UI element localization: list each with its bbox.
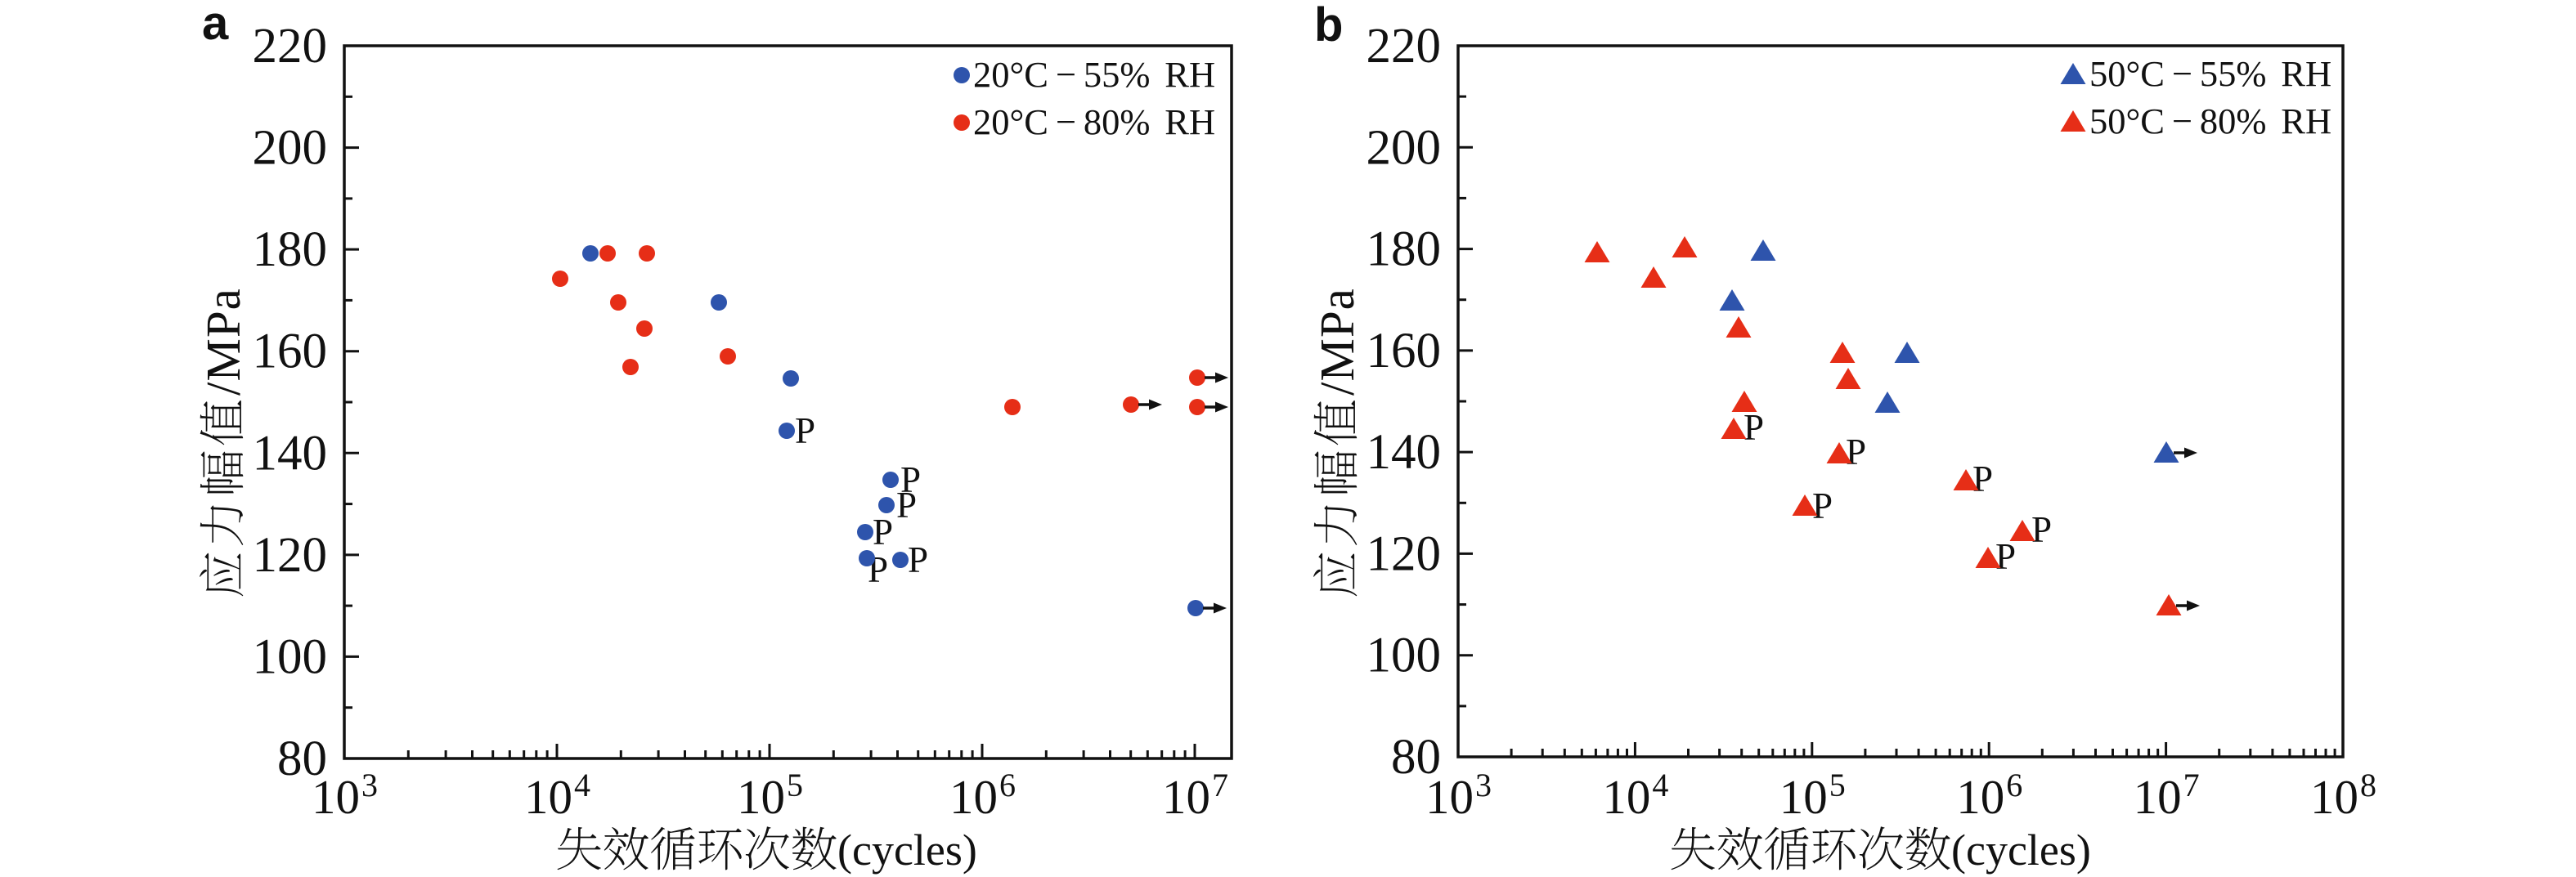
svg-text:220: 220 [1367,19,1442,74]
svg-text:100: 100 [1367,629,1442,683]
svg-text:/MPa: /MPa [1310,288,1364,396]
svg-text:180: 180 [253,222,328,277]
svg-text:220: 220 [253,19,328,74]
svg-text:P: P [1846,432,1866,472]
svg-text:200: 200 [253,121,328,176]
svg-text:10: 10 [2134,770,2182,824]
svg-text:50°C − 55% RH: 50°C − 55% RH [2089,53,2331,94]
svg-text:(cycles): (cycles) [837,826,977,875]
svg-text:4: 4 [1652,767,1668,803]
svg-text:80: 80 [277,732,327,786]
svg-text:P: P [908,539,928,580]
svg-text:10: 10 [524,770,572,824]
svg-text:P: P [900,459,921,500]
svg-text:4: 4 [574,767,590,803]
svg-text:160: 160 [1367,324,1442,378]
svg-text:10: 10 [737,770,785,824]
svg-text:20°C − 80% RH: 20°C − 80% RH [973,101,1215,142]
svg-text:10: 10 [2310,770,2358,824]
svg-text:P: P [1812,485,1833,526]
svg-text:8: 8 [2360,767,2376,803]
svg-text:5: 5 [1829,767,1846,803]
svg-text:200: 200 [1367,120,1442,175]
svg-text:P: P [1995,536,2016,577]
svg-text:3: 3 [1475,767,1492,803]
svg-text:10: 10 [1602,770,1650,824]
svg-text:10: 10 [1425,770,1474,824]
svg-text:P: P [1972,459,1993,499]
svg-text:6: 6 [2006,767,2022,803]
svg-text:/MPa: /MPa [196,288,250,396]
svg-text:140: 140 [1367,425,1442,480]
svg-text:10: 10 [949,770,998,824]
svg-text:P: P [896,485,917,526]
svg-text:100: 100 [253,629,328,684]
svg-text:20°C − 55% RH: 20°C − 55% RH [973,54,1215,95]
svg-text:a: a [202,0,229,50]
svg-text:b: b [1314,0,1343,51]
svg-text:10: 10 [312,770,360,824]
svg-text:50°C − 80% RH: 50°C − 80% RH [2089,101,2331,141]
svg-text:120: 120 [1367,526,1442,581]
svg-text:10: 10 [1779,770,1828,824]
svg-text:P: P [795,410,815,451]
svg-text:(cycles): (cycles) [1951,826,2091,875]
svg-text:10: 10 [1162,770,1210,824]
svg-text:P: P [2031,509,2052,550]
svg-text:160: 160 [253,324,328,379]
svg-text:7: 7 [2183,767,2200,803]
svg-text:10: 10 [1956,770,2004,824]
svg-text:3: 3 [361,767,378,803]
svg-text:P: P [873,512,893,553]
svg-text:80: 80 [1391,730,1441,785]
svg-text:120: 120 [253,528,328,583]
svg-text:5: 5 [787,767,803,803]
svg-text:180: 180 [1367,222,1442,277]
svg-text:140: 140 [253,426,328,481]
svg-text:6: 6 [999,767,1016,803]
svg-text:P: P [1744,407,1764,448]
svg-text:7: 7 [1212,767,1228,803]
